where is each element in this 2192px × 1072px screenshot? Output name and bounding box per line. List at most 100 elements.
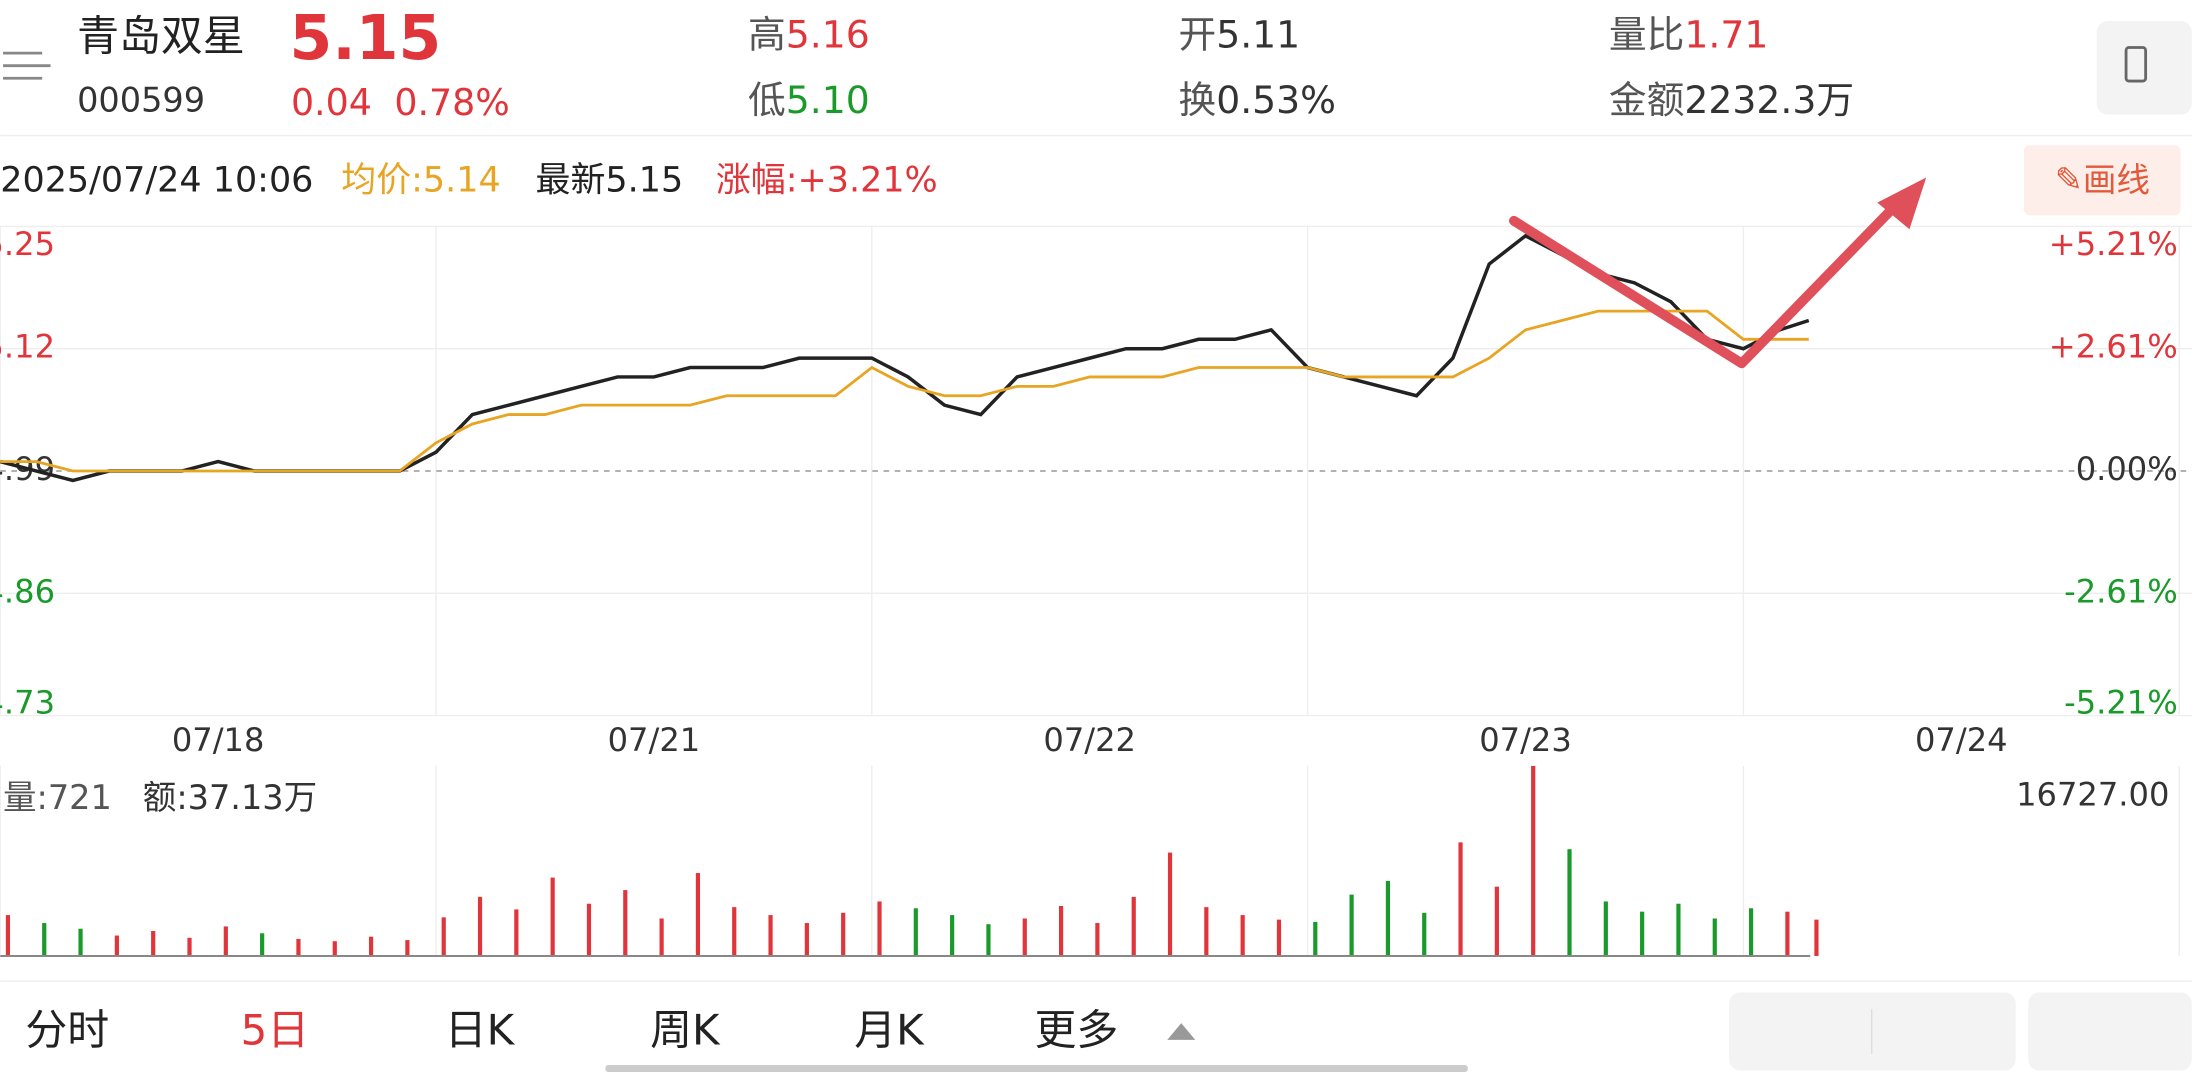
volume-bar — [586, 903, 592, 956]
volume-bar — [1640, 911, 1645, 956]
value: 5.16 — [786, 12, 870, 56]
price: 5.15 — [290, 2, 442, 74]
label: 金额 — [1609, 78, 1684, 122]
y-tick-label: 4.73 — [0, 683, 55, 721]
value: 5.10 — [786, 78, 870, 122]
volume-bar — [732, 907, 737, 956]
volume-bar — [441, 917, 446, 956]
label: 开 — [1178, 12, 1216, 56]
volume-bar — [1603, 901, 1608, 956]
tab[interactable]: 分时 — [25, 1005, 109, 1054]
y2-tick-label: -5.21% — [2064, 683, 2178, 721]
vol-ratio: 量比1.71 — [1609, 12, 1768, 56]
info-latest: 最新5.15 — [536, 161, 684, 201]
label: 换 — [1178, 78, 1216, 122]
volume-bar — [913, 908, 918, 956]
y-tick-label: 5.12 — [0, 328, 55, 366]
device-button[interactable] — [2096, 20, 2192, 115]
volume-bar — [1276, 919, 1282, 956]
volume-bar — [187, 937, 192, 956]
volume-bar — [332, 941, 337, 956]
label: 高 — [748, 12, 786, 56]
turnover: 换0.53% — [1178, 78, 1336, 122]
volume-bar — [1814, 919, 1819, 956]
draw-button[interactable] — [2024, 145, 2181, 216]
arrow-head — [1877, 177, 1927, 230]
annotation-arrow — [1509, 197, 1904, 369]
x-tick-label: 07/24 — [1915, 721, 2008, 759]
scroll-indicator — [605, 1065, 1468, 1072]
volume-bar — [1095, 923, 1100, 956]
volume-bar — [1458, 842, 1463, 956]
volume-max: 16727.00 — [2016, 776, 2169, 814]
info-rise: 涨幅:+3.21% — [716, 161, 938, 201]
low: 低5.10 — [748, 78, 870, 122]
stock-code: 000599 — [77, 81, 205, 120]
volume-bar — [623, 890, 628, 956]
amount: 金额2232.3万 — [1609, 78, 1854, 122]
volume-bar — [1204, 907, 1209, 956]
info-avg: 均价:5.14 — [341, 161, 500, 201]
label: 低 — [748, 78, 786, 122]
volume-bar — [1567, 849, 1572, 956]
volume-bar — [1676, 903, 1681, 956]
value: 1.71 — [1684, 12, 1768, 56]
volume-bar — [1349, 894, 1354, 956]
volume-bar — [1494, 886, 1499, 956]
volume-bar — [223, 926, 228, 956]
volume-bar — [1712, 918, 1717, 956]
label: 画线 — [2083, 160, 2150, 199]
volume-bar — [1240, 915, 1245, 956]
volume-bar — [1313, 921, 1318, 956]
volume-bar — [659, 918, 664, 956]
chart: 4.73-5.21%4.86-2.61%4.990.00%5.12+2.61%5… — [0, 225, 2192, 958]
volume-bar — [1422, 912, 1427, 956]
amount-label: 额:37.13万 — [143, 778, 317, 817]
volume-bar — [768, 915, 773, 956]
label: 量比 — [1609, 12, 1684, 56]
volume-bar — [5, 915, 11, 956]
open: 开5.11 — [1178, 12, 1300, 56]
tab[interactable]: 月K — [854, 1005, 925, 1054]
y-tick-label: 5.25 — [0, 225, 55, 263]
value: 0.53% — [1216, 78, 1336, 122]
y-tick-label: 4.86 — [0, 572, 55, 610]
volume-bar — [1022, 918, 1027, 956]
y2-tick-label: +2.61% — [2049, 328, 2178, 366]
volume-bar — [695, 873, 701, 956]
tab[interactable]: 周K — [650, 1005, 721, 1054]
device-icon — [2124, 46, 2148, 83]
volume-bar — [877, 901, 882, 956]
volume-bar — [1131, 896, 1136, 956]
change-pct: 0.78% — [394, 81, 509, 124]
volume-bar — [986, 924, 991, 956]
menu-icon[interactable] — [3, 51, 51, 80]
volume-bar — [550, 877, 555, 956]
tab[interactable]: 日K — [445, 1005, 516, 1054]
value: 2232.3万 — [1684, 78, 1854, 122]
draw-button-label: ✎画线 — [2055, 160, 2150, 199]
volume-bar — [42, 923, 47, 956]
volume-bar — [405, 940, 410, 956]
volume-bar — [1785, 911, 1790, 956]
volume-bar — [1385, 880, 1391, 956]
info-time: 2025/07/24 10:06 — [0, 161, 313, 201]
value: 5.11 — [1216, 12, 1300, 56]
tab[interactable]: 5日 — [241, 1005, 310, 1054]
price-line — [0, 309, 1809, 473]
volume-bar — [78, 928, 83, 956]
volume-bar — [368, 936, 374, 956]
y2-tick-label: -2.61% — [2064, 572, 2178, 610]
stock-name: 青岛双星 — [77, 12, 245, 61]
x-tick-label: 07/22 — [1043, 721, 1136, 759]
volume-bar — [114, 935, 119, 956]
volume-bar — [841, 912, 846, 956]
tab[interactable]: 更多 — [1035, 1005, 1119, 1054]
volume-bar — [1531, 765, 1536, 956]
more-caret — [1167, 1023, 1196, 1040]
volume-bar — [514, 909, 519, 956]
volume-bar — [1058, 905, 1064, 956]
x-tick-label: 07/18 — [172, 721, 265, 759]
